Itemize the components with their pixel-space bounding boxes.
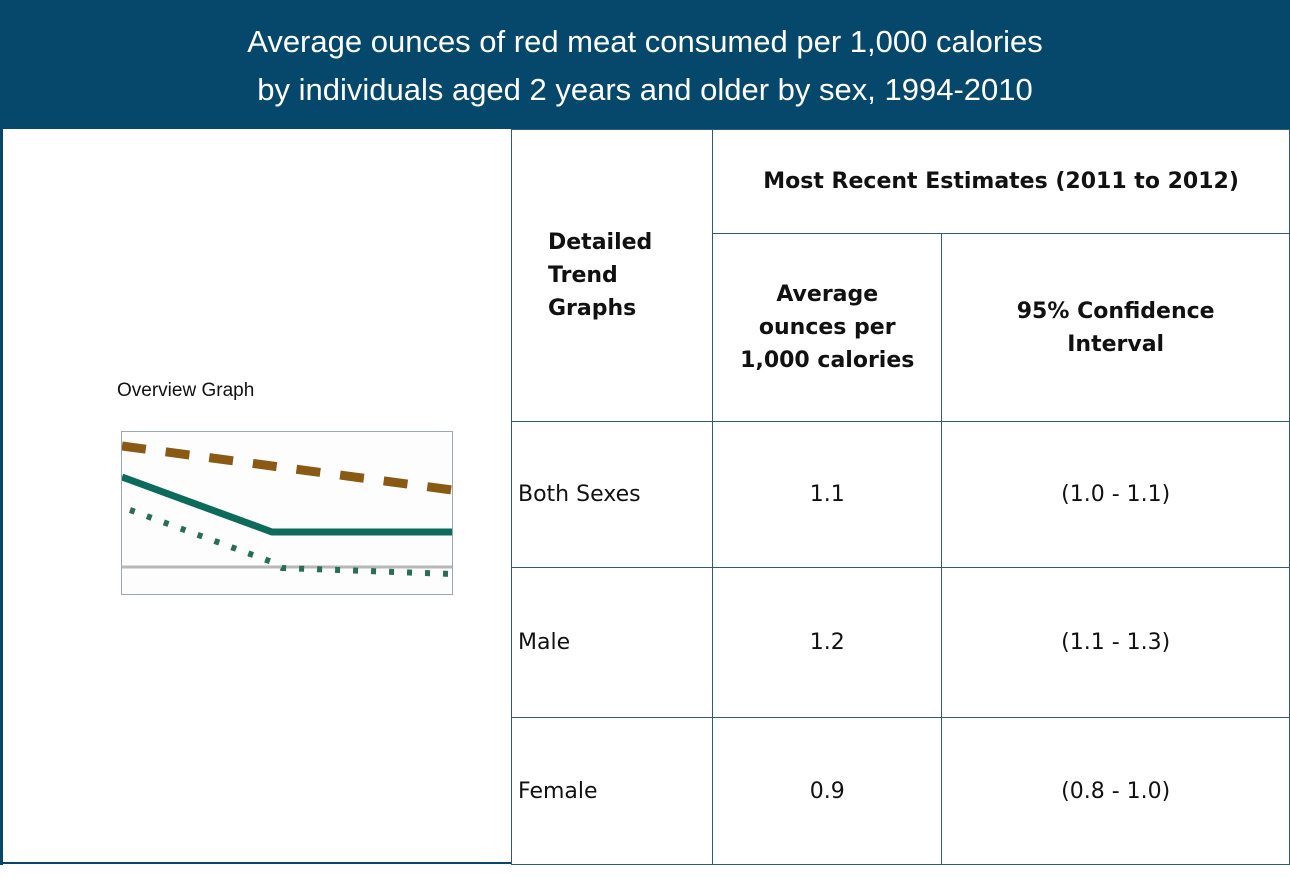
confidence-interval-header: 95% Confidence Interval xyxy=(941,233,1290,422)
ci-value: (1.1 - 1.3) xyxy=(941,567,1290,718)
title-line-1: Average ounces of red meat consumed per … xyxy=(247,24,1043,59)
row-label[interactable]: Female xyxy=(510,717,714,865)
avg-value: 1.1 xyxy=(712,421,943,568)
frame-border-bottom xyxy=(0,862,512,864)
ci-value: (0.8 - 1.0) xyxy=(941,717,1290,865)
title-line-2: by individuals aged 2 years and older by… xyxy=(257,72,1033,107)
table-row: Female 0.9 (0.8 - 1.0) xyxy=(510,717,1290,865)
dashed-series-line xyxy=(121,441,453,495)
overview-graph-thumbnail[interactable] xyxy=(120,431,453,595)
detailed-trend-graphs-header: Detailed Trend Graphs xyxy=(510,129,714,422)
page-title: Average ounces of red meat consumed per … xyxy=(0,0,1290,129)
row-label[interactable]: Male xyxy=(510,567,714,718)
dotted-series-line xyxy=(128,507,453,577)
avg-value: 0.9 xyxy=(712,717,943,865)
avg-ounces-header: Average ounces per 1,000 calories xyxy=(712,233,943,422)
avg-value: 1.2 xyxy=(712,567,943,718)
most-recent-estimates-header: Most Recent Estimates (2011 to 2012) xyxy=(712,129,1290,234)
table-row: Both Sexes 1.1 (1.0 - 1.1) xyxy=(510,421,1290,568)
frame-border xyxy=(0,129,3,865)
solid-series-line xyxy=(120,473,452,536)
overview-graph-label: Overview Graph xyxy=(117,380,255,401)
estimates-table: Detailed Trend Graphs Most Recent Estima… xyxy=(510,129,1290,865)
ci-value: (1.0 - 1.1) xyxy=(941,421,1290,568)
row-label[interactable]: Both Sexes xyxy=(510,421,714,568)
table-row: Male 1.2 (1.1 - 1.3) xyxy=(510,567,1290,718)
